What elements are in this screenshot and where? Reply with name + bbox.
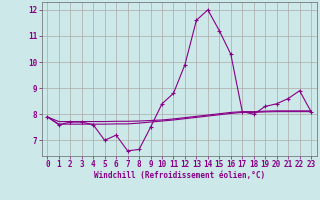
X-axis label: Windchill (Refroidissement éolien,°C): Windchill (Refroidissement éolien,°C): [94, 171, 265, 180]
